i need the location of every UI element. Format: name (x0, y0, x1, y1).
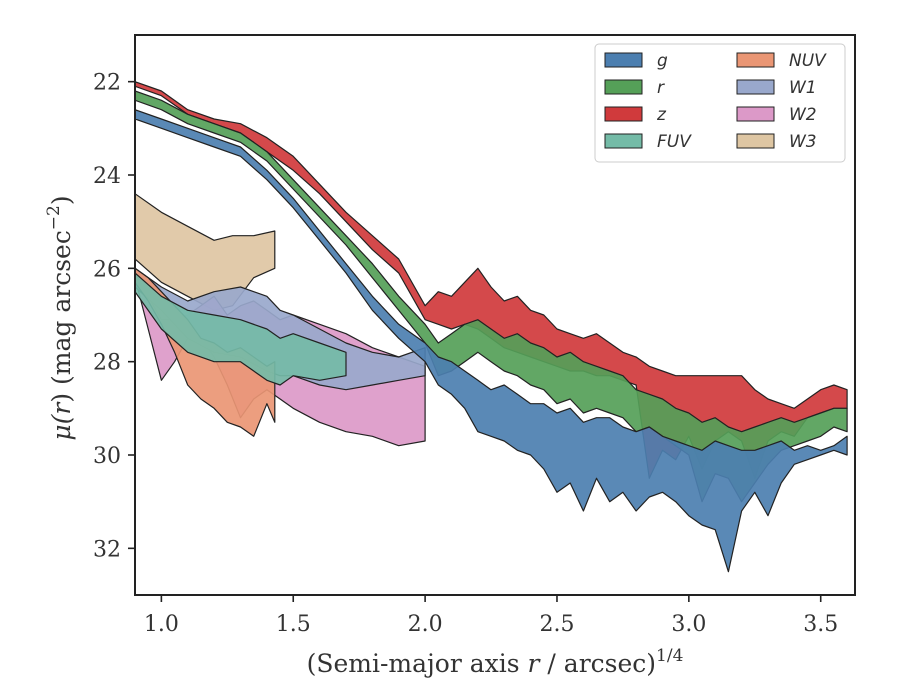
legend-frame (594, 43, 846, 163)
y-tick-label: 30 (93, 444, 121, 469)
band-fuv (135, 272, 347, 386)
y-tick-label: 32 (93, 537, 121, 562)
x-tick-label: 1.0 (144, 612, 179, 637)
x-tick-label: 3.0 (671, 612, 706, 637)
legend-swatch-g (604, 52, 643, 68)
legend-swatch-w1 (736, 79, 775, 95)
x-tick-label: 1.5 (276, 612, 311, 637)
y-tick-label: 26 (93, 257, 121, 282)
legend-swatch-fuv (604, 133, 643, 149)
y-axis-label: μ(r) (mag arcsec−2) (44, 195, 76, 440)
y-axis-ticks: 22 24 26 28 30 32 (93, 71, 135, 562)
y-tick-label: 22 (93, 71, 121, 96)
x-tick-label: 2.5 (539, 612, 574, 637)
profile-bands (135, 81, 848, 573)
band-g (135, 109, 848, 573)
x-axis-label: (Semi-major axis r / arcsec)1/4 (307, 646, 684, 678)
x-axis-ticks: 1.0 1.5 2.0 2.5 3.0 3.5 (144, 595, 838, 637)
legend-swatch-w3 (736, 133, 775, 149)
x-tick-label: 3.5 (803, 612, 838, 637)
legend-label-fuv: FUV (657, 132, 692, 152)
x-tick-label: 2.0 (408, 612, 443, 637)
y-tick-label: 28 (93, 351, 121, 376)
legend-label-r: r (657, 78, 665, 98)
legend-swatch-r (604, 79, 643, 95)
legend: grz FUV NUV W1 W2 W3 (594, 43, 846, 163)
band-r (135, 90, 848, 503)
legend-label-nuv: NUV (789, 51, 827, 71)
legend-label-z: z (656, 105, 667, 125)
legend-label-w1: W1 (789, 78, 817, 98)
plot-frame (134, 34, 856, 596)
legend-swatch-z (604, 106, 643, 122)
legend-label-w2: W2 (789, 105, 817, 125)
legend-swatch-nuv (736, 52, 775, 68)
legend-label-g: g (657, 51, 668, 71)
band-w3 (135, 193, 276, 311)
y-tick-label: 24 (93, 164, 121, 189)
legend-swatch-w2 (736, 106, 775, 122)
legend-label-w3: W3 (789, 132, 817, 152)
